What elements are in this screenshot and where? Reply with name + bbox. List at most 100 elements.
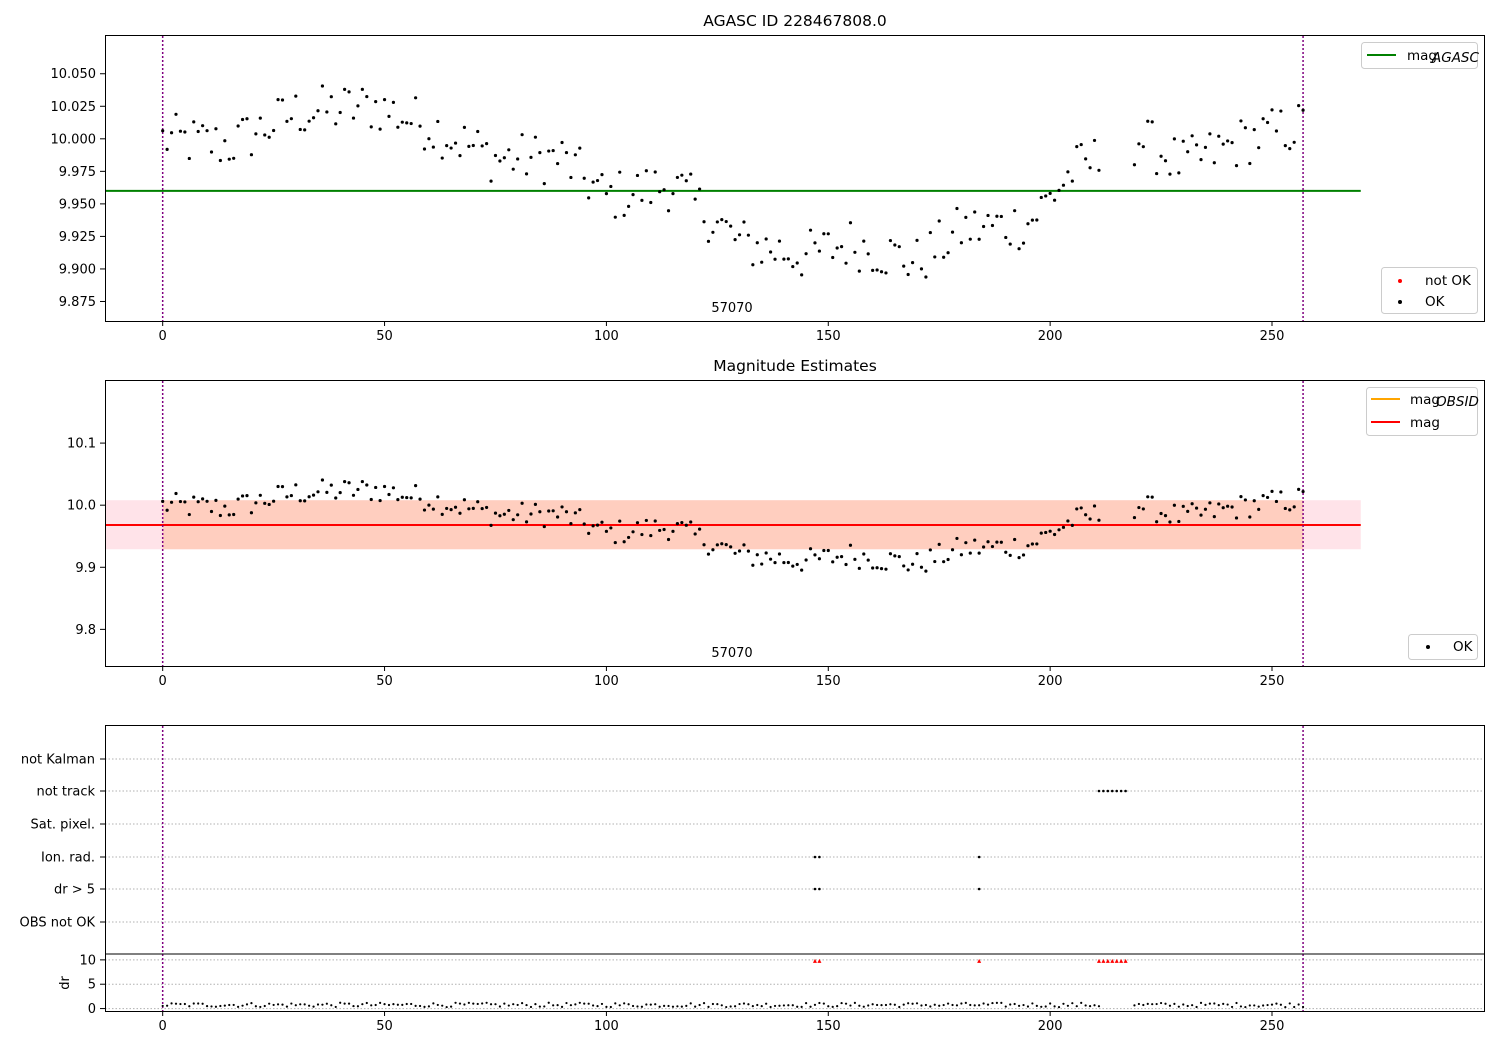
ok-point <box>369 125 373 129</box>
ok-point <box>409 121 413 126</box>
ok-point <box>1194 506 1199 510</box>
ok-point <box>737 549 742 553</box>
ok-point <box>453 141 458 145</box>
dr-point <box>671 1005 675 1008</box>
ok-point <box>547 509 551 513</box>
ok-point <box>1061 525 1066 529</box>
legend-mag-obsid-sub: OBSID <box>1436 394 1479 410</box>
ok-point <box>1270 489 1274 493</box>
flag-row-label: not track <box>36 785 95 800</box>
dr-point <box>316 1003 320 1006</box>
ok-point <box>169 131 174 135</box>
dr-point <box>973 1004 976 1007</box>
dr-point <box>1044 1005 1047 1008</box>
dr-point <box>946 1002 950 1005</box>
dr-point <box>853 1001 857 1004</box>
ok-point <box>294 483 298 487</box>
ok-point <box>489 523 493 527</box>
ok-point <box>1270 108 1274 112</box>
y-tick-label: 9.875 <box>59 295 96 310</box>
ok-point <box>866 252 870 256</box>
ok-point <box>1239 495 1243 499</box>
ok-point <box>378 498 382 503</box>
ok-point <box>995 540 999 544</box>
ok-point <box>1066 519 1070 523</box>
dr-point <box>969 1003 972 1007</box>
dr-point <box>702 1001 706 1005</box>
dr-point <box>1035 1004 1038 1007</box>
ok-point <box>458 154 462 158</box>
ok-point <box>569 175 573 180</box>
dr-point <box>765 1002 768 1005</box>
dr-point <box>840 1001 843 1005</box>
x-tick-label: 200 <box>1038 1019 1063 1034</box>
dr-point <box>574 1003 577 1006</box>
dr-point <box>432 1002 435 1005</box>
legend-mag-obsid-label: mag <box>1410 392 1440 408</box>
ok-point <box>316 490 320 494</box>
ok-point <box>1132 515 1137 520</box>
dr-point <box>849 1004 852 1007</box>
ok-point <box>671 529 675 533</box>
ok-point <box>613 540 617 545</box>
panel2-frame <box>105 380 1485 667</box>
ok-point <box>1283 506 1287 511</box>
ok-point <box>258 116 262 120</box>
dr-point <box>640 1005 644 1008</box>
ok-point <box>879 566 884 571</box>
dr-outlier-marker <box>1096 958 1101 963</box>
ok-point <box>884 567 888 571</box>
ok-point <box>1026 544 1030 548</box>
ok-point <box>1234 163 1239 168</box>
ok-point <box>551 509 555 513</box>
flag-point <box>1102 789 1105 793</box>
ok-point <box>702 543 706 547</box>
ok-point <box>1039 195 1043 200</box>
ok-point <box>467 507 471 511</box>
ok-point <box>285 495 289 499</box>
dr-point <box>738 1002 741 1006</box>
dr-point <box>485 1001 488 1004</box>
dr-point <box>898 1005 901 1009</box>
ok-point <box>1044 194 1048 198</box>
ok-point <box>209 150 214 154</box>
x-tick-label: 0 <box>159 329 167 344</box>
ok-point <box>476 129 480 134</box>
dr-point <box>489 1003 493 1006</box>
ok-point <box>1261 494 1265 498</box>
ok-point <box>334 122 338 126</box>
dr-point <box>924 1003 928 1007</box>
ok-point <box>684 179 688 183</box>
ok-point <box>1297 487 1301 491</box>
ok-point <box>600 520 604 524</box>
ok-point <box>910 261 915 265</box>
ok-point <box>587 531 591 535</box>
ok-point <box>653 170 657 174</box>
ok-point <box>1070 179 1074 183</box>
ok-point <box>311 116 316 120</box>
ok-point <box>320 478 325 482</box>
ok-point <box>635 521 640 525</box>
ok-point <box>666 209 671 213</box>
dr-point <box>978 1004 981 1007</box>
ok-point <box>604 529 609 533</box>
y-tick-label: 9.900 <box>59 262 96 277</box>
flag-point <box>1124 789 1127 793</box>
dr-point <box>742 1002 746 1005</box>
dr-point <box>760 1004 763 1008</box>
ok-point <box>476 500 480 504</box>
dr-point <box>467 1001 470 1004</box>
ok-point <box>1030 218 1034 222</box>
ok-point <box>1168 172 1172 176</box>
ok-point <box>516 157 520 161</box>
ok-point <box>1243 126 1247 130</box>
dr-point <box>645 1003 648 1006</box>
ok-point <box>1004 235 1008 240</box>
dr-point <box>1257 1005 1260 1008</box>
ok-point <box>1159 154 1163 158</box>
ok-point <box>937 542 941 547</box>
dr-point <box>796 1005 799 1008</box>
ok-point <box>768 557 773 561</box>
ok-point <box>831 560 835 564</box>
ok-point <box>689 520 693 524</box>
